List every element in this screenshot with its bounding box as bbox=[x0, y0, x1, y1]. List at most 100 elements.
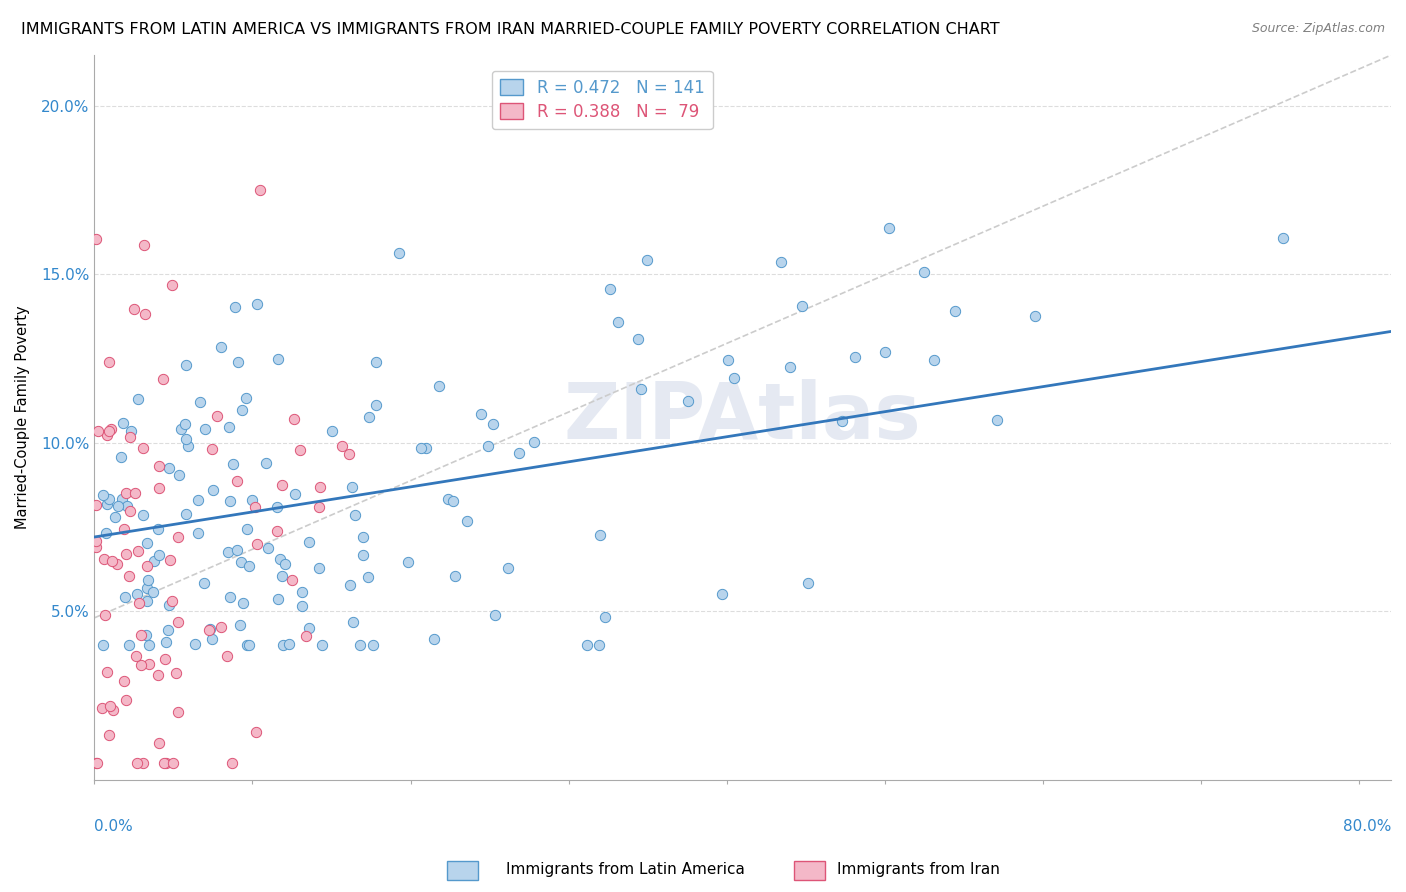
Point bbox=[136, 536, 159, 550]
Point bbox=[364, 355, 387, 369]
Point bbox=[231, 403, 253, 417]
Point bbox=[187, 525, 209, 540]
Point bbox=[193, 576, 215, 591]
Text: Immigrants from Iran: Immigrants from Iran bbox=[837, 863, 1000, 877]
Point bbox=[198, 623, 221, 637]
Point bbox=[198, 622, 221, 636]
Point bbox=[576, 638, 599, 652]
Point bbox=[155, 635, 177, 649]
Point bbox=[219, 494, 242, 508]
Point bbox=[599, 282, 621, 296]
Point bbox=[238, 638, 260, 652]
Point bbox=[229, 555, 252, 569]
Point bbox=[124, 486, 146, 500]
Point bbox=[337, 447, 360, 461]
Point bbox=[291, 585, 314, 599]
Point bbox=[330, 439, 353, 453]
Point bbox=[120, 504, 142, 518]
Point bbox=[352, 548, 374, 562]
Point bbox=[356, 570, 378, 584]
Point bbox=[148, 736, 170, 750]
Point bbox=[245, 724, 267, 739]
Point bbox=[711, 587, 734, 601]
Point bbox=[166, 530, 188, 544]
Point bbox=[190, 395, 212, 409]
Point bbox=[93, 551, 115, 566]
Point bbox=[98, 424, 121, 438]
Point bbox=[209, 340, 232, 354]
Point bbox=[226, 543, 249, 558]
Point bbox=[523, 435, 546, 450]
Point bbox=[717, 353, 740, 368]
Point bbox=[588, 638, 610, 652]
Point bbox=[98, 698, 121, 713]
Point bbox=[844, 350, 866, 364]
Point bbox=[107, 500, 129, 514]
Point bbox=[298, 534, 321, 549]
Point bbox=[222, 457, 245, 471]
Point bbox=[201, 632, 224, 647]
Point bbox=[97, 355, 120, 369]
Point bbox=[429, 379, 451, 393]
Point bbox=[156, 623, 179, 637]
Point bbox=[160, 278, 183, 293]
Point bbox=[1271, 230, 1294, 244]
Point bbox=[226, 355, 249, 369]
Point bbox=[607, 315, 630, 329]
Point bbox=[166, 615, 188, 630]
Point bbox=[97, 728, 120, 742]
Point bbox=[184, 637, 207, 651]
Point bbox=[112, 522, 135, 536]
Point bbox=[339, 578, 361, 592]
Point bbox=[135, 581, 157, 595]
Point bbox=[166, 705, 188, 719]
Point bbox=[482, 417, 505, 431]
Text: IMMIGRANTS FROM LATIN AMERICA VS IMMIGRANTS FROM IRAN MARRIED-COUPLE FAMILY POVE: IMMIGRANTS FROM LATIN AMERICA VS IMMIGRA… bbox=[21, 22, 1000, 37]
Point bbox=[91, 488, 114, 502]
Point bbox=[120, 424, 142, 438]
Point bbox=[269, 552, 291, 566]
Point bbox=[349, 638, 371, 652]
Point bbox=[723, 371, 745, 385]
Point bbox=[873, 344, 896, 359]
Point bbox=[912, 265, 935, 279]
Point bbox=[84, 498, 107, 512]
Point bbox=[91, 701, 114, 715]
Point bbox=[110, 450, 132, 464]
Point bbox=[174, 507, 197, 521]
Text: Source: ZipAtlas.com: Source: ZipAtlas.com bbox=[1251, 22, 1385, 36]
Point bbox=[308, 500, 330, 515]
Point bbox=[173, 417, 195, 432]
Point bbox=[209, 620, 232, 634]
Point bbox=[103, 703, 125, 717]
Point bbox=[797, 575, 820, 590]
Point bbox=[1024, 310, 1046, 324]
Point bbox=[148, 481, 170, 495]
Point bbox=[508, 446, 530, 460]
Point bbox=[131, 657, 153, 672]
Point bbox=[246, 297, 269, 311]
Point bbox=[86, 756, 108, 770]
Point bbox=[159, 552, 181, 566]
Point bbox=[266, 500, 288, 515]
Point bbox=[225, 474, 247, 488]
Text: Immigrants from Latin America: Immigrants from Latin America bbox=[506, 863, 745, 877]
Point bbox=[589, 528, 612, 542]
Point bbox=[281, 573, 304, 587]
Point bbox=[138, 638, 160, 652]
Point bbox=[201, 442, 224, 456]
Point bbox=[132, 756, 155, 770]
Point bbox=[148, 548, 170, 562]
Point bbox=[122, 301, 145, 316]
Text: 0.0%: 0.0% bbox=[94, 820, 134, 835]
Point bbox=[257, 541, 280, 556]
Point bbox=[155, 756, 177, 770]
Point bbox=[283, 412, 305, 426]
Point bbox=[194, 422, 217, 436]
Point bbox=[235, 391, 257, 405]
Point bbox=[153, 652, 176, 666]
Point bbox=[224, 300, 246, 314]
Point bbox=[84, 232, 107, 246]
Point bbox=[437, 491, 460, 506]
Point bbox=[271, 638, 294, 652]
